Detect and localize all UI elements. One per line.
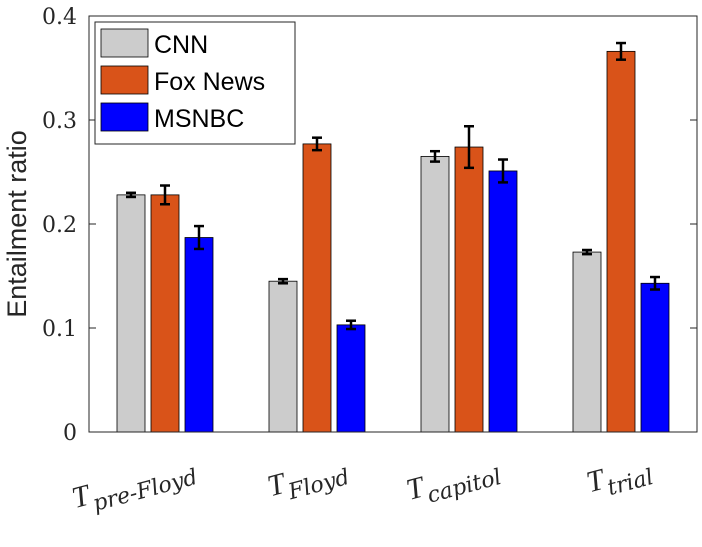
- category-label: Ttrial: [583, 450, 656, 506]
- bar-cnn-1: [268, 280, 298, 433]
- legend-swatch-2: [100, 102, 149, 132]
- y-tick-label: 0: [63, 421, 77, 446]
- y-tick-label: 0.1: [42, 317, 77, 342]
- bar-msnbc-2: [488, 170, 518, 433]
- legend-label-2: MSNBC: [154, 105, 244, 133]
- bar-cnn-3: [572, 251, 602, 433]
- bar-msnbc-3: [640, 282, 670, 433]
- y-tick-label: 0.2: [42, 213, 77, 238]
- bar-cnn-0: [116, 194, 146, 433]
- x-tick-label-2: Tcapitol: [403, 450, 505, 513]
- bars-layer: [116, 50, 670, 433]
- y-axis: 0 0.1 0.2 0.3 0.4: [42, 5, 697, 446]
- y-axis-title: Entailment ratio: [2, 130, 32, 318]
- y-tick-label: 0.3: [42, 109, 77, 134]
- category-label: Tcapitol: [403, 450, 505, 513]
- category-label: Tpre-Floyd: [68, 450, 200, 521]
- bar-fox-news-0: [150, 194, 180, 433]
- bar-fox-news-2: [454, 146, 484, 433]
- bar-msnbc-1: [336, 324, 366, 433]
- bar-msnbc-0: [184, 237, 214, 433]
- legend: CNN Fox News MSNBC: [94, 21, 296, 145]
- legend-swatch-0: [100, 28, 149, 58]
- x-tick-label-1: TFloyd: [264, 450, 352, 510]
- x-axis: Tpre-Floyd TFloyd Tcapitol Ttrial: [68, 450, 656, 521]
- x-tick-label-3: Ttrial: [583, 450, 656, 506]
- bar-fox-news-1: [302, 143, 332, 433]
- legend-label-1: Fox News: [154, 68, 265, 96]
- bar-fox-news-3: [606, 50, 636, 433]
- x-tick-label-0: Tpre-Floyd: [68, 450, 200, 521]
- error-bars-layer: [126, 41, 660, 331]
- legend-swatch-1: [100, 65, 149, 95]
- bar-cnn-2: [420, 155, 450, 433]
- category-label: TFloyd: [264, 450, 352, 510]
- y-tick-label: 0.4: [42, 5, 77, 30]
- legend-label-0: CNN: [154, 31, 208, 59]
